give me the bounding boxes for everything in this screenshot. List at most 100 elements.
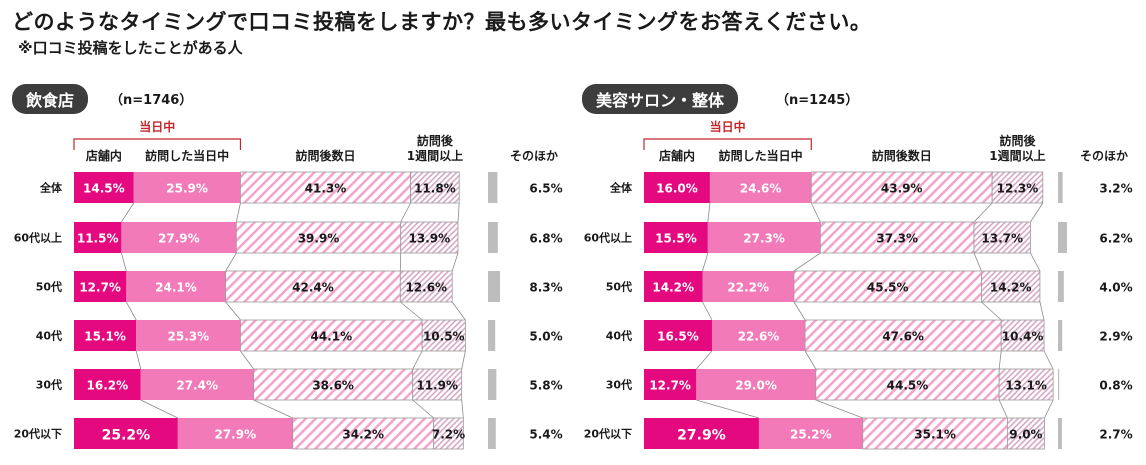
bar-segment (1006, 417, 1045, 450)
bar-segment (707, 222, 821, 253)
bar-segment (133, 172, 241, 203)
data-label: 15.5% (655, 232, 697, 246)
data-label: 8.3% (529, 281, 562, 295)
data-label: 2.9% (1099, 330, 1132, 344)
data-label: 27.4% (176, 379, 218, 393)
bar-segment (136, 320, 241, 351)
connector-line (793, 301, 806, 321)
connector-line (412, 399, 434, 419)
row-label: 40代 (606, 329, 632, 343)
data-label: 13.7% (981, 232, 1023, 246)
connector-line (412, 350, 423, 370)
row-label: 50代 (36, 280, 62, 294)
data-label: 6.5% (529, 182, 562, 196)
row-label: 全体 (39, 181, 63, 195)
data-label: 22.6% (738, 330, 780, 344)
bar-segment (74, 222, 122, 253)
data-label: 27.9% (677, 428, 726, 444)
bracket-line (73, 138, 242, 150)
data-label: 37.3% (876, 232, 918, 246)
chart-panel-restaurant: 飲食店 （n=1746） 全体 14.5% 25.9% 41.3% 11.8% 6.5% 6… (12, 84, 563, 450)
bar-segment (74, 172, 134, 203)
bracket-label: 当日中 (139, 119, 175, 134)
bar-segment (177, 418, 293, 449)
data-label: 2.7% (1099, 428, 1132, 442)
data-label: 10.4% (1002, 330, 1044, 344)
data-label: 45.5% (867, 281, 909, 295)
data-label: 10.5% (423, 330, 465, 344)
bar-segment-other (1058, 271, 1064, 302)
data-label: 11.9% (416, 379, 458, 393)
data-label: 9.0% (1009, 428, 1042, 442)
bar-segment (758, 418, 863, 449)
row-label: 50代 (606, 280, 632, 294)
data-label: 43.9% (881, 182, 923, 196)
category-badge: 美容サロン・整体 (582, 84, 739, 114)
connector-line (451, 301, 466, 321)
connector-line (225, 252, 237, 272)
bar-segment (240, 171, 412, 204)
series-header: 店舗内 (86, 148, 122, 163)
connector-line (702, 301, 713, 321)
bar-segment (644, 271, 703, 302)
data-label: 16.2% (87, 379, 129, 393)
chart-panel-beauty-salon: 美容サロン・整体 （n=1245） 全体 16.0% 24.6% 43.9% 12.3%… (570, 0, 1143, 465)
bracket-line (643, 138, 812, 150)
connector-line (400, 202, 411, 223)
connector-line (140, 399, 178, 419)
bar-segment (644, 172, 710, 203)
series-header: 店舗内 (659, 148, 695, 163)
data-label: 5.0% (529, 330, 562, 344)
data-label: 11.5% (77, 232, 119, 246)
connector-line (696, 399, 760, 419)
bar-segment-other (488, 222, 498, 253)
data-label: 25.2% (102, 428, 151, 444)
data-label: 12.3% (997, 182, 1039, 196)
connector-line (451, 252, 459, 272)
bar-segment (804, 319, 1002, 352)
bar-segment (644, 418, 759, 449)
connector-line (998, 399, 1008, 419)
bar-segment (973, 221, 1031, 254)
bar-segment (74, 369, 141, 400)
data-label: 4.0% (1099, 281, 1132, 295)
data-label: 27.9% (214, 428, 256, 442)
series-header: そのほか (510, 149, 558, 163)
bar-segment (140, 369, 254, 400)
bar-segment (121, 222, 237, 253)
data-label: 6.8% (529, 232, 562, 246)
series-header: 1週間以上 (989, 148, 1045, 163)
data-label: 34.2% (342, 428, 384, 442)
bar-segment (702, 271, 794, 302)
connector-line (125, 301, 137, 321)
series-header: そのほか (1080, 149, 1128, 163)
series-header: 訪問後 (999, 133, 1036, 148)
data-label: 44.1% (310, 330, 352, 344)
bar-segment-other (1058, 222, 1067, 253)
data-label: 25.3% (168, 330, 210, 344)
bar-segment (412, 368, 463, 401)
data-label: 41.3% (305, 182, 347, 196)
data-label: 14.2% (990, 281, 1032, 295)
data-label: 44.5% (887, 379, 929, 393)
bar-segment (421, 319, 466, 352)
connector-line (1030, 252, 1041, 272)
connector-line (461, 350, 466, 370)
series-header: 訪問後 (417, 133, 454, 148)
data-label: 13.9% (409, 232, 451, 246)
connector-line (1039, 301, 1045, 321)
bar-segment-other (488, 418, 496, 449)
data-label: 25.2% (790, 428, 832, 442)
bar-segment (400, 221, 459, 254)
bar-segment (644, 320, 712, 351)
bar-segment (711, 320, 806, 351)
data-label: 12.7% (79, 281, 121, 295)
bar-segment (709, 172, 812, 203)
data-label: 0.8% (1099, 379, 1132, 393)
bar-segment (74, 271, 127, 302)
series-header: 1週間以上 (407, 148, 463, 163)
connector-line (1043, 350, 1054, 370)
row-label: 30代 (36, 378, 62, 392)
connector-line (400, 301, 423, 321)
bar-segment (644, 369, 697, 400)
